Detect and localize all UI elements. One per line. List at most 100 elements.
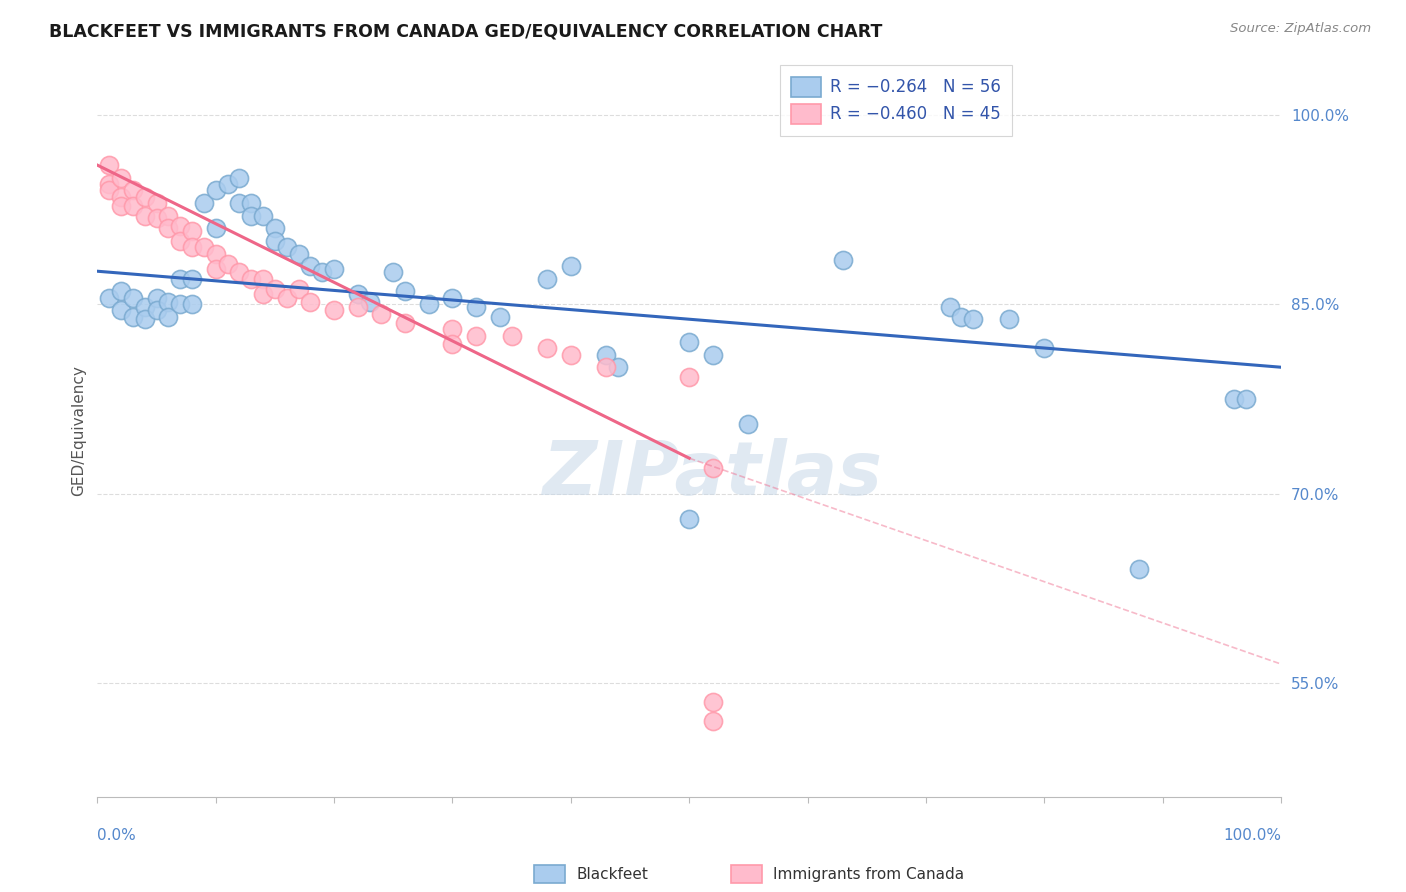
Point [418, 297, 440, 311]
Point [252, 209, 274, 223]
Point [169, 297, 191, 311]
Point [110, 285, 132, 299]
Point [193, 240, 215, 254]
Point [962, 312, 984, 326]
Point [145, 291, 167, 305]
Point [157, 310, 180, 324]
Point [1222, 392, 1244, 406]
Point [134, 312, 156, 326]
Text: BLACKFEET VS IMMIGRANTS FROM CANADA GED/EQUIVALENCY CORRELATION CHART: BLACKFEET VS IMMIGRANTS FROM CANADA GED/… [49, 22, 883, 40]
Point [98, 177, 121, 191]
Point [252, 272, 274, 286]
Point [157, 221, 180, 235]
Point [121, 310, 143, 324]
Point [394, 316, 416, 330]
Point [181, 240, 204, 254]
Point [110, 198, 132, 212]
Point [702, 461, 724, 475]
Text: Immigrants from Canada: Immigrants from Canada [773, 867, 965, 881]
Point [98, 158, 121, 172]
Point [560, 259, 582, 273]
Point [299, 259, 322, 273]
Point [252, 287, 274, 301]
Point [536, 341, 558, 355]
Text: Blackfeet: Blackfeet [576, 867, 648, 881]
Point [98, 183, 121, 197]
Point [702, 695, 724, 709]
Point [134, 300, 156, 314]
Text: Source: ZipAtlas.com: Source: ZipAtlas.com [1230, 22, 1371, 36]
Point [121, 291, 143, 305]
Point [359, 294, 381, 309]
Text: 0.0%: 0.0% [97, 829, 136, 843]
Point [1234, 392, 1257, 406]
Point [346, 287, 368, 301]
Point [607, 360, 630, 375]
Point [204, 261, 226, 276]
Point [382, 265, 405, 279]
Point [264, 234, 287, 248]
Point [121, 183, 143, 197]
Point [950, 310, 973, 324]
Point [346, 300, 368, 314]
Point [145, 196, 167, 211]
Point [595, 348, 617, 362]
Point [998, 312, 1021, 326]
Point [145, 211, 167, 226]
Point [264, 221, 287, 235]
Point [169, 219, 191, 233]
Point [1128, 562, 1150, 576]
Point [157, 209, 180, 223]
Point [441, 322, 464, 336]
Point [702, 714, 724, 728]
Point [240, 196, 263, 211]
Point [536, 272, 558, 286]
Point [157, 294, 180, 309]
Point [678, 334, 700, 349]
Point [465, 328, 488, 343]
Point [441, 291, 464, 305]
Point [204, 221, 226, 235]
Point [501, 328, 523, 343]
Point [737, 417, 759, 431]
Point [193, 196, 215, 211]
Y-axis label: GED/Equivalency: GED/Equivalency [72, 365, 86, 496]
Point [134, 209, 156, 223]
Point [169, 272, 191, 286]
Point [181, 272, 204, 286]
Point [181, 297, 204, 311]
Point [938, 300, 960, 314]
Point [287, 282, 309, 296]
Point [299, 294, 322, 309]
Point [702, 348, 724, 362]
Point [134, 190, 156, 204]
Point [678, 370, 700, 384]
Point [441, 337, 464, 351]
Text: ZIPatlas: ZIPatlas [543, 438, 883, 511]
Point [595, 360, 617, 375]
Point [560, 348, 582, 362]
Point [832, 252, 855, 267]
Point [240, 272, 263, 286]
Point [217, 177, 239, 191]
Point [204, 246, 226, 260]
Point [121, 198, 143, 212]
Point [488, 310, 510, 324]
Point [465, 300, 488, 314]
Point [276, 240, 298, 254]
Text: 100.0%: 100.0% [1223, 829, 1281, 843]
Point [264, 282, 287, 296]
Point [110, 190, 132, 204]
Point [228, 196, 250, 211]
Point [311, 265, 333, 279]
Point [98, 291, 121, 305]
Legend: R = −0.264   N = 56, R = −0.460   N = 45: R = −0.264 N = 56, R = −0.460 N = 45 [780, 65, 1012, 136]
Point [145, 303, 167, 318]
Point [370, 307, 392, 321]
Point [394, 285, 416, 299]
Point [110, 170, 132, 185]
Point [217, 257, 239, 271]
Point [228, 170, 250, 185]
Point [204, 183, 226, 197]
Point [287, 246, 309, 260]
